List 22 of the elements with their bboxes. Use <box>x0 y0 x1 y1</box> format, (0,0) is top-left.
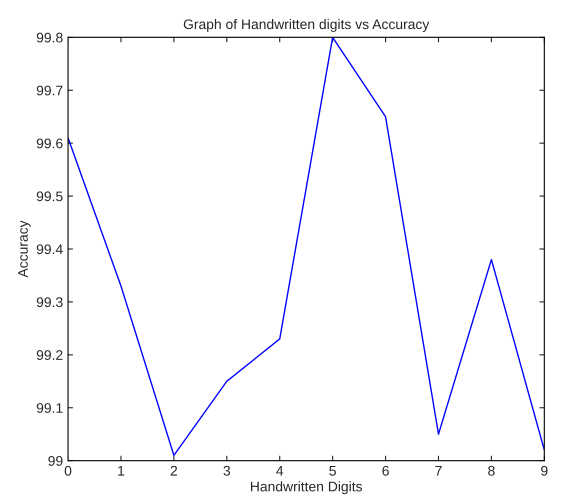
y-tick-label: 99.7 <box>36 86 62 96</box>
y-tick-label: 99.2 <box>36 350 62 360</box>
chart-title: Graph of Handwritten digits vs Accuracy <box>184 18 430 32</box>
y-tick-label: 99.8 <box>36 32 63 43</box>
x-tick-label: 2 <box>170 466 178 476</box>
x-tick-label: 8 <box>488 466 495 476</box>
x-tick-label: 6 <box>382 466 389 476</box>
x-tick-label: 4 <box>276 466 284 476</box>
x-tick-label: 9 <box>541 466 548 476</box>
y-tick-label: 99.3 <box>36 297 63 308</box>
y-tick-label: 99.1 <box>36 403 63 413</box>
y-tick-label: 99.6 <box>36 138 63 148</box>
x-axis-title: Handwritten Digits <box>250 481 362 494</box>
x-tick-label: 0 <box>64 466 72 476</box>
x-tick-label: 3 <box>223 466 230 476</box>
y-tick-label: 99.5 <box>36 191 63 202</box>
y-tick-label: 99 <box>48 456 63 466</box>
x-tick-label: 1 <box>118 466 124 476</box>
x-tick-label: 7 <box>435 466 442 476</box>
x-tick-label: 5 <box>329 466 336 476</box>
y-axis-title: Accuracy <box>18 220 31 278</box>
y-tick-label: 99.4 <box>36 244 63 254</box>
